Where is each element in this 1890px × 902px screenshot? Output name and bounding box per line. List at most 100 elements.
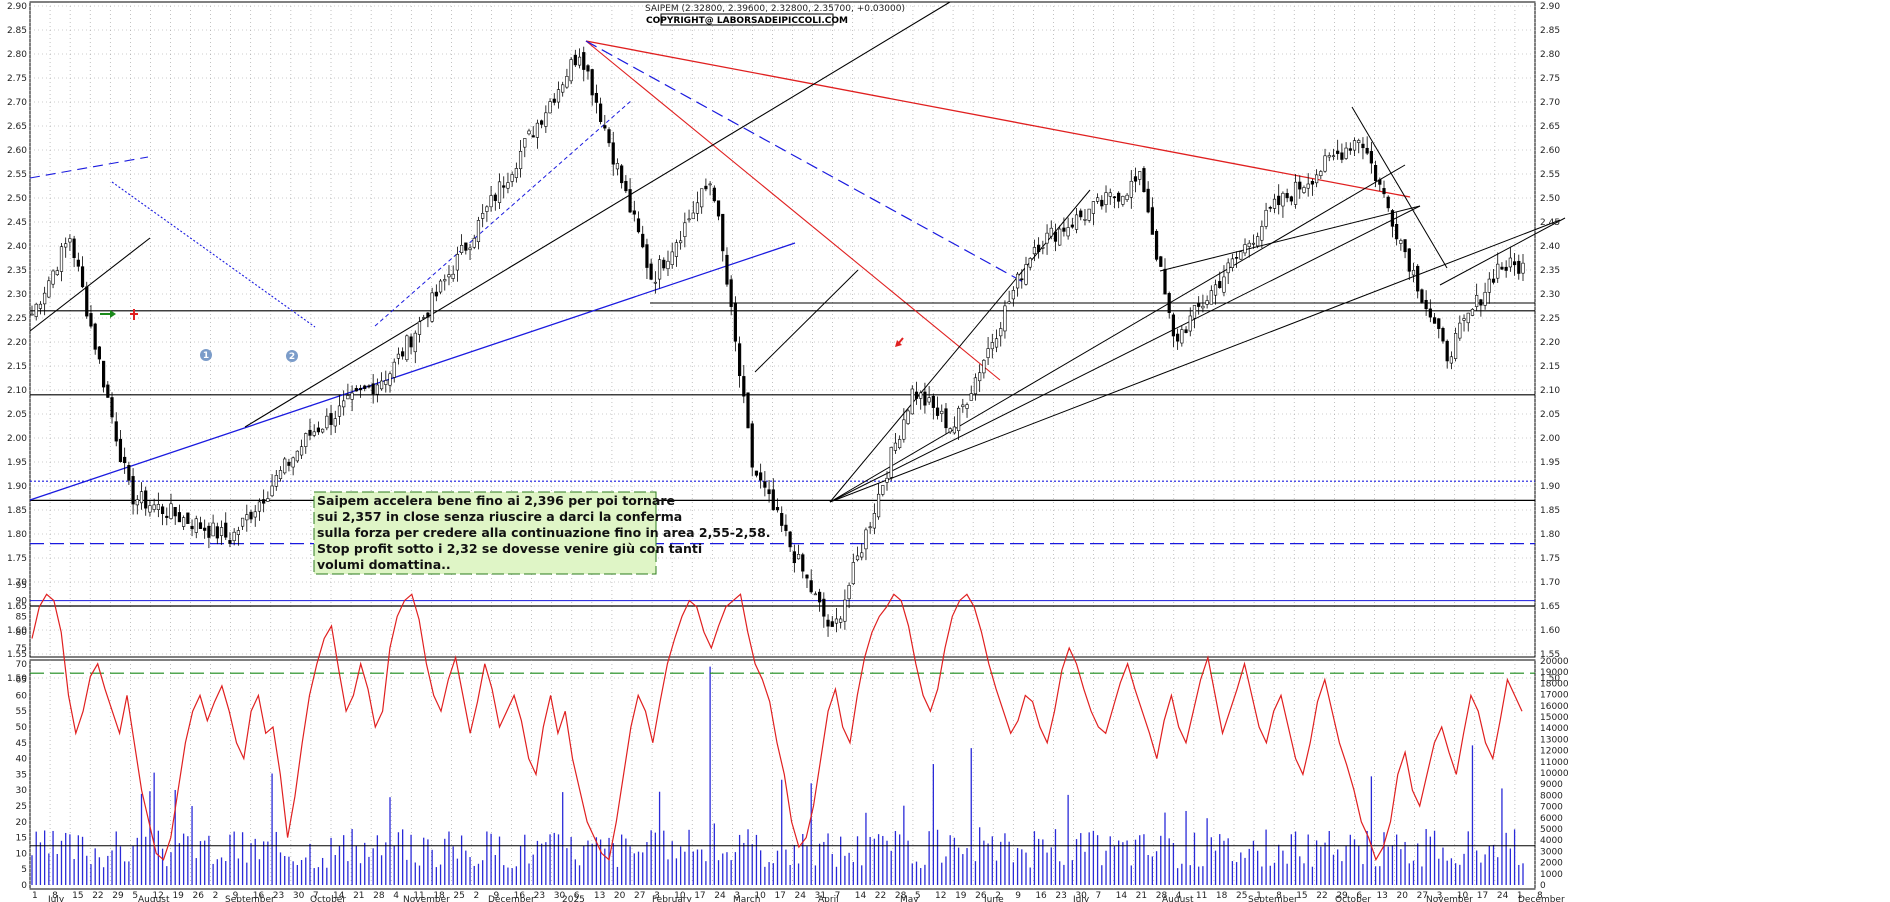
candle-body (1209, 290, 1213, 305)
x-month-label: April (818, 895, 839, 902)
candle-body (68, 238, 72, 243)
annotation-line-1: Saipem accelera bene fino ai 2,396 per p… (317, 493, 675, 508)
red-trendline (585, 40, 1411, 198)
candle-body (1382, 188, 1386, 195)
x-month-label: December (1518, 895, 1565, 902)
candle-body (1454, 333, 1458, 359)
price-tick-left: 2.65 (7, 122, 27, 132)
candle-body (1087, 208, 1091, 221)
volume-tick: 5000 (1540, 825, 1563, 835)
candle-body (624, 180, 628, 192)
blue-dashed-trendline (374, 99, 633, 327)
candle-body (1180, 329, 1184, 344)
candle-body (577, 56, 582, 66)
candle-body (1226, 262, 1230, 274)
candle-body (1517, 260, 1521, 274)
candle-body (662, 259, 666, 269)
candle-body (1416, 265, 1420, 292)
osc-tick: 35 (16, 770, 27, 780)
volume-tick: 6000 (1540, 814, 1563, 824)
candle-body (1521, 262, 1525, 274)
x-tick-label: 16 (514, 891, 526, 901)
annotation-line-2: sui 2,357 in close senza riuscire a darc… (317, 509, 682, 524)
candle-body (1167, 293, 1171, 313)
candle-body (1117, 192, 1121, 202)
x-tick-label: 12 (935, 891, 946, 901)
candle-body (1403, 239, 1407, 253)
candle-body (666, 260, 670, 270)
candle-body (999, 328, 1003, 337)
candle-body (881, 485, 885, 495)
candle-body (1222, 276, 1226, 293)
candle-body (114, 421, 118, 442)
candle-body (931, 395, 935, 408)
candle-body (552, 98, 556, 103)
candle-body (535, 122, 540, 138)
black-trendline (754, 269, 859, 373)
price-tick-right: 1.70 (1540, 578, 1560, 588)
price-tick-left: 1.55 (7, 650, 27, 660)
x-tick-label: 9 (1015, 891, 1021, 901)
price-tick-right: 2.90 (1540, 2, 1560, 12)
price-tick-right: 2.50 (1540, 194, 1560, 204)
x-tick-label: 13 (594, 891, 605, 901)
candle-body (847, 585, 851, 600)
candle-body (1315, 174, 1319, 184)
candle-body (969, 393, 973, 401)
price-tick-left: 2.05 (7, 410, 27, 420)
candle-body (548, 101, 552, 114)
x-month-label: June (983, 895, 1004, 902)
volume-tick: 7000 (1540, 803, 1563, 813)
osc-tick: 15 (16, 834, 27, 844)
x-tick-label: 20 (1397, 891, 1409, 901)
x-tick-label: 28 (895, 891, 907, 901)
volume-tick: 9000 (1540, 780, 1563, 790)
annotation-line-5: volumi domattina.. (317, 557, 451, 572)
candle-body (127, 465, 131, 481)
osc-tick: 85 (16, 612, 27, 622)
candle-body (737, 343, 742, 376)
candle-body (59, 246, 64, 272)
x-month-label: December (488, 895, 535, 902)
candle-body (1348, 148, 1352, 151)
x-tick-label: 25 (453, 891, 464, 901)
blue-dotted-trendline (111, 181, 316, 328)
candle-body (1011, 290, 1015, 300)
candle-body (497, 181, 502, 203)
candle-body (1458, 322, 1462, 339)
price-tick-right: 1.60 (1540, 626, 1560, 636)
candle-body (304, 433, 308, 447)
candle-body (657, 259, 662, 280)
candle-body (649, 263, 653, 280)
price-tick-left: 2.30 (7, 290, 27, 300)
candle-body (927, 397, 931, 403)
candle-body (1445, 340, 1449, 362)
candle-body (131, 476, 135, 505)
candle-body (1373, 164, 1378, 182)
candle-body (312, 431, 316, 436)
candle-body (914, 391, 919, 399)
volume-tick: 15000 (1540, 713, 1569, 723)
x-tick-label: 31 (815, 891, 826, 901)
candle-body (316, 427, 321, 433)
candle-body (38, 303, 43, 309)
x-month-label: September (225, 895, 275, 902)
candle-body (1133, 176, 1138, 182)
x-month-label: August (138, 895, 170, 902)
x-tick-label: 4 (1176, 891, 1182, 901)
price-tick-right: 2.60 (1540, 146, 1560, 156)
x-tick-label: 16 (1035, 891, 1047, 901)
price-tick-left: 2.25 (7, 314, 27, 324)
candle-body (1125, 194, 1129, 200)
x-tick-label: 10 (754, 891, 766, 901)
candle-body (1475, 295, 1479, 307)
candle-body (106, 384, 110, 398)
candle-body (203, 527, 207, 531)
candle-body (30, 313, 34, 316)
price-tick-left: 2.50 (7, 194, 27, 204)
osc-tick: 55 (16, 707, 27, 717)
volume-tick: 4000 (1540, 836, 1563, 846)
candle-body (586, 65, 590, 72)
candle-body (683, 222, 687, 237)
